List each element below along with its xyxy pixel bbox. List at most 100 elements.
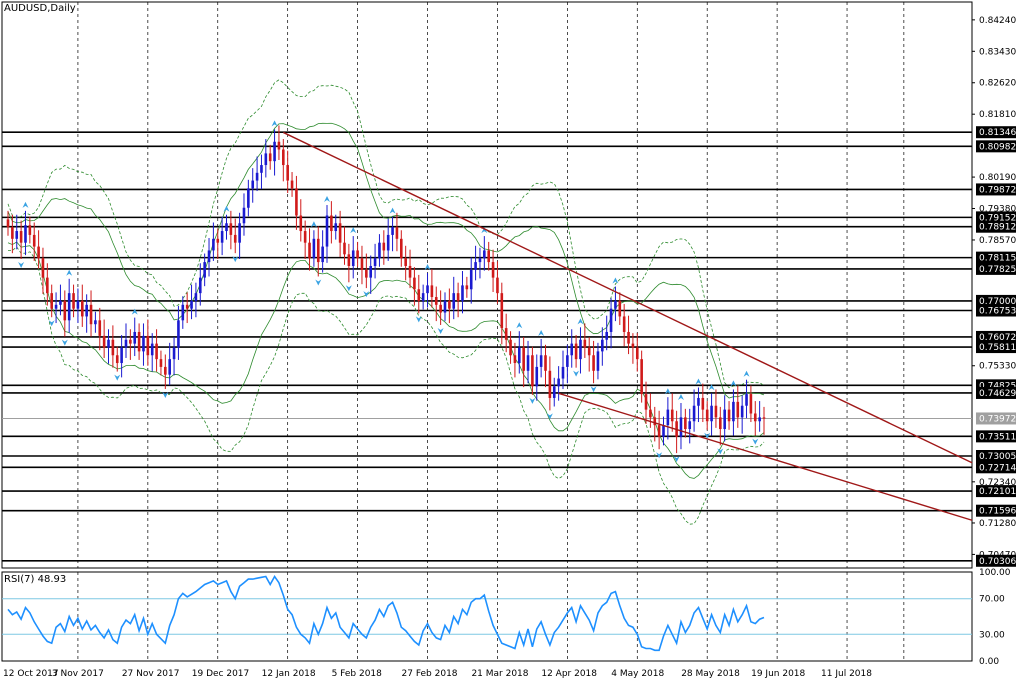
candle-body — [85, 304, 88, 317]
date-tick-label: 4 May 2018 — [611, 669, 664, 679]
candle-body — [225, 223, 228, 232]
level-label-box — [976, 126, 1016, 139]
level-label-box — [976, 262, 1016, 275]
candle-body — [24, 225, 27, 243]
level-label: 0.70306 — [979, 557, 1016, 567]
candle-body — [80, 300, 84, 317]
symbol-title: AUDUSD,Daily — [4, 3, 76, 14]
candle-body — [203, 262, 206, 278]
candle-body — [504, 328, 508, 340]
candle-body — [570, 343, 574, 356]
fractal-down-marker — [437, 327, 444, 334]
rsi-title: RSI(7) 48.93 — [4, 574, 67, 585]
rsi-level-label: 30.00 — [979, 630, 1005, 640]
fractal-down-marker — [752, 438, 759, 445]
level-label-box — [976, 412, 1016, 425]
fractal-down-marker — [717, 448, 724, 455]
candle-body — [456, 293, 460, 301]
candle-body — [692, 405, 696, 422]
candle-body — [670, 409, 674, 422]
fractal-down-marker — [704, 432, 711, 439]
candle-body — [662, 425, 665, 437]
level-label: 0.72101 — [979, 487, 1016, 497]
level-label: 0.79152 — [979, 213, 1016, 223]
candle-body — [347, 254, 351, 266]
candle-body — [273, 141, 276, 162]
date-tick-label: 19 Dec 2017 — [192, 669, 250, 679]
candle-body — [238, 223, 241, 243]
level-label: 0.74825 — [979, 381, 1016, 391]
candle-body — [155, 343, 158, 360]
candle-body — [50, 293, 53, 309]
candle-body — [89, 304, 93, 325]
candle-body — [325, 215, 329, 247]
level-label: 0.81346 — [979, 128, 1016, 138]
candle-body — [282, 149, 285, 166]
fractal-down-marker — [573, 370, 580, 377]
candle-body — [6, 219, 10, 228]
candle-body — [465, 285, 469, 290]
candle-body — [434, 297, 438, 305]
candle-body — [544, 355, 547, 371]
level-label-box — [976, 461, 1016, 474]
fractal-up-marker — [538, 329, 545, 336]
candle-body — [142, 335, 145, 352]
candle-body — [635, 347, 639, 360]
candle-body — [185, 304, 189, 309]
outer-upper-band-line — [7, 79, 765, 389]
candle-body — [251, 180, 255, 189]
candle-body — [483, 250, 486, 259]
candle-body — [622, 316, 626, 332]
candle-body — [609, 308, 613, 332]
candle-body — [212, 238, 215, 251]
fractal-down-marker — [61, 339, 68, 346]
level-label: 0.78912 — [979, 223, 1016, 233]
candle-body — [644, 394, 648, 410]
level-label: 0.80982 — [979, 142, 1016, 152]
candle-body — [749, 394, 753, 414]
candle-body — [351, 250, 355, 266]
date-tick-label: 19 Jun 2018 — [751, 669, 805, 679]
fractal-up-marker — [481, 227, 488, 234]
level-label-box — [976, 304, 1016, 317]
candle-body — [701, 397, 705, 410]
date-tick-label: 27 Feb 2018 — [402, 669, 458, 679]
candle-body — [19, 231, 23, 243]
candle-body — [426, 285, 429, 294]
outer-lower-band-line — [8, 246, 765, 525]
date-tick-label: 12 Apr 2018 — [541, 669, 597, 679]
candle-body — [242, 207, 246, 224]
date-tick-label: 3 Nov 2017 — [52, 669, 104, 679]
candle-body — [487, 250, 490, 263]
candle-body — [303, 231, 307, 243]
candle-body — [220, 231, 224, 243]
fractal-down-marker — [529, 397, 536, 404]
candle-body — [531, 355, 534, 387]
price-tick-label: 0.82620 — [979, 79, 1016, 89]
fractal-down-marker — [232, 256, 239, 263]
rsi-level-label: 0.00 — [979, 657, 999, 667]
level-label-box — [976, 211, 1016, 224]
level-label-box — [976, 504, 1016, 517]
candle-body — [413, 277, 416, 290]
level-label-box — [976, 450, 1016, 463]
candle-body — [277, 141, 281, 150]
fractal-down-marker — [656, 452, 663, 459]
candle-body — [732, 401, 735, 422]
upper-trendline — [283, 131, 973, 464]
candle-body — [548, 370, 552, 398]
candle-body — [198, 277, 202, 294]
candle-body — [587, 347, 591, 356]
fractal-down-marker — [546, 413, 553, 420]
fractal-up-marker — [677, 394, 684, 401]
candle-body — [740, 405, 744, 418]
candle-body — [753, 413, 757, 422]
candle-body — [557, 378, 560, 387]
candle-body — [421, 293, 425, 301]
candle-body — [723, 409, 726, 430]
level-label: 0.77000 — [979, 297, 1016, 307]
candle-body — [736, 401, 740, 418]
candle-body — [15, 231, 19, 239]
candle-body — [46, 277, 49, 294]
